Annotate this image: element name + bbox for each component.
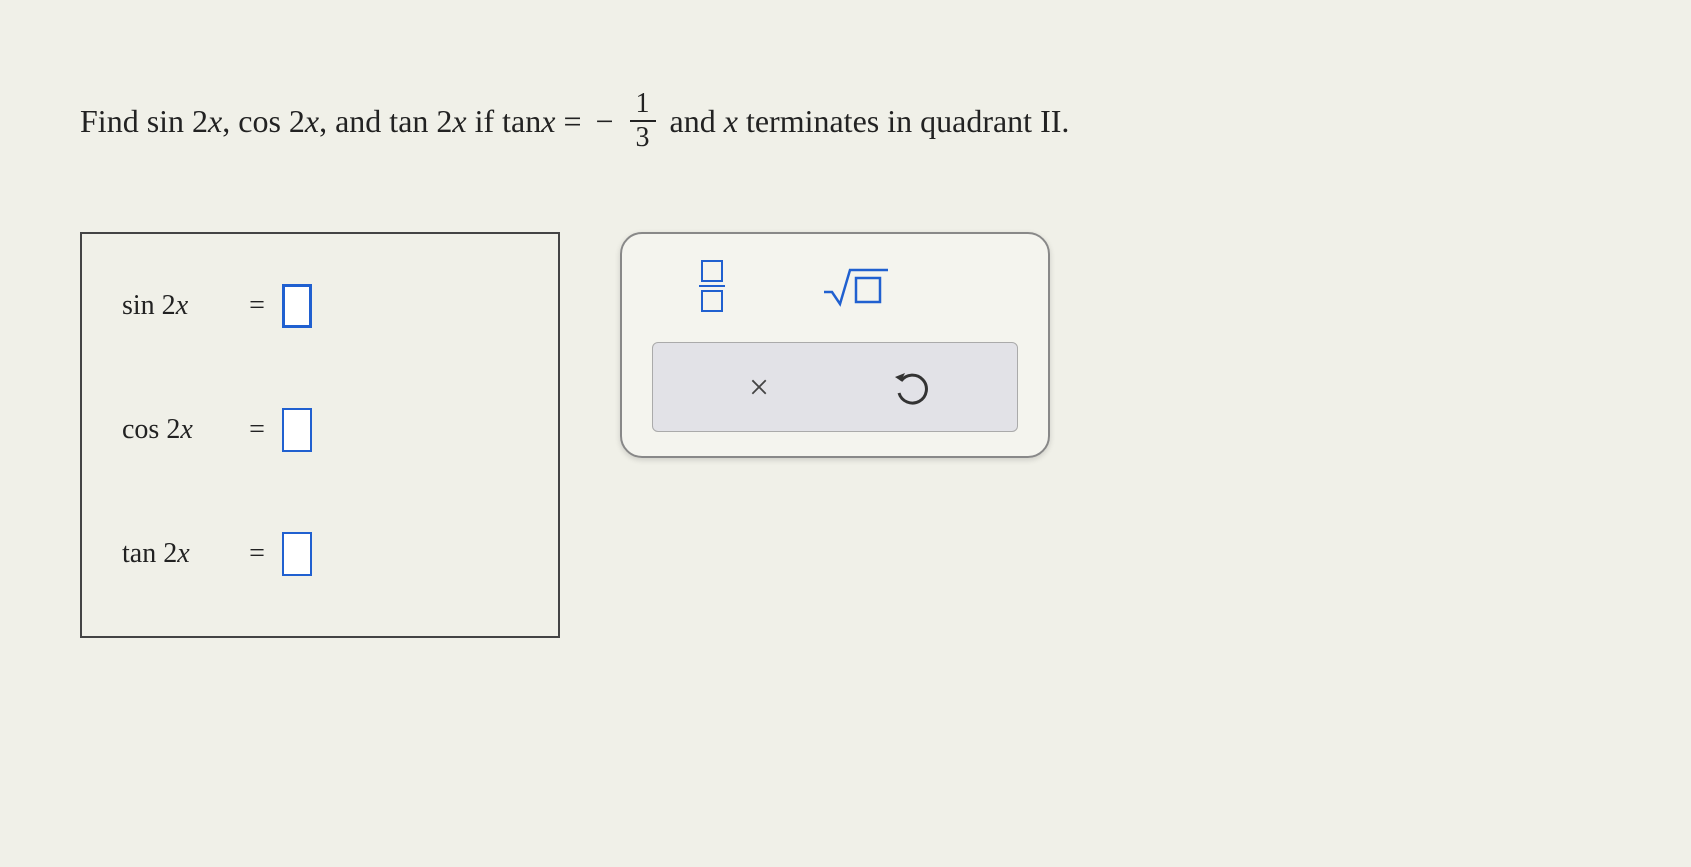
q-and: and	[670, 103, 716, 140]
q-tanx: tanx	[502, 103, 555, 140]
q-suffix: terminates in quadrant II.	[746, 103, 1069, 140]
sqrt-button[interactable]	[822, 258, 892, 314]
lower-row: sin 2x = cos 2x = tan 2x =	[80, 232, 1611, 638]
tool-row-top	[652, 258, 1018, 314]
answer-label: tan 2x	[122, 538, 232, 570]
answer-row-tan: tan 2x =	[122, 532, 488, 576]
fraction-icon	[699, 260, 725, 312]
answer-box: sin 2x = cos 2x = tan 2x =	[80, 232, 560, 638]
answer-label: cos 2x	[122, 414, 232, 446]
q-fraction: 1 3	[630, 90, 656, 152]
q-prefix: Find	[80, 103, 139, 140]
q-frac-num: 1	[630, 90, 656, 122]
sqrt-icon	[822, 264, 892, 308]
answer-eq: =	[232, 414, 282, 446]
question-text: Find sin 2x, cos 2x, and tan 2x if tanx …	[80, 90, 1611, 152]
q-if: if	[475, 103, 495, 140]
undo-icon	[891, 367, 931, 407]
fraction-button[interactable]	[682, 258, 742, 314]
answer-eq: =	[232, 538, 282, 570]
q-sin2x: sin 2x, cos 2x, and tan 2x	[147, 103, 467, 140]
q-eq: =	[563, 103, 581, 140]
answer-row-sin: sin 2x =	[122, 284, 488, 328]
undo-button[interactable]	[881, 359, 941, 415]
q-frac-den: 3	[630, 122, 656, 152]
math-tool-panel: ×	[620, 232, 1050, 458]
answer-row-cos: cos 2x =	[122, 408, 488, 452]
answer-label: sin 2x	[122, 290, 232, 322]
q-minus: −	[595, 103, 613, 140]
close-icon: ×	[749, 366, 769, 408]
cos2x-input[interactable]	[282, 408, 312, 452]
sin2x-input[interactable]	[282, 284, 312, 328]
answer-eq: =	[232, 290, 282, 322]
problem-container: Find sin 2x, cos 2x, and tan 2x if tanx …	[0, 0, 1691, 728]
q-var-x: x	[724, 103, 738, 140]
tan2x-input[interactable]	[282, 532, 312, 576]
tool-row-bottom: ×	[652, 342, 1018, 432]
clear-button[interactable]: ×	[729, 359, 789, 415]
